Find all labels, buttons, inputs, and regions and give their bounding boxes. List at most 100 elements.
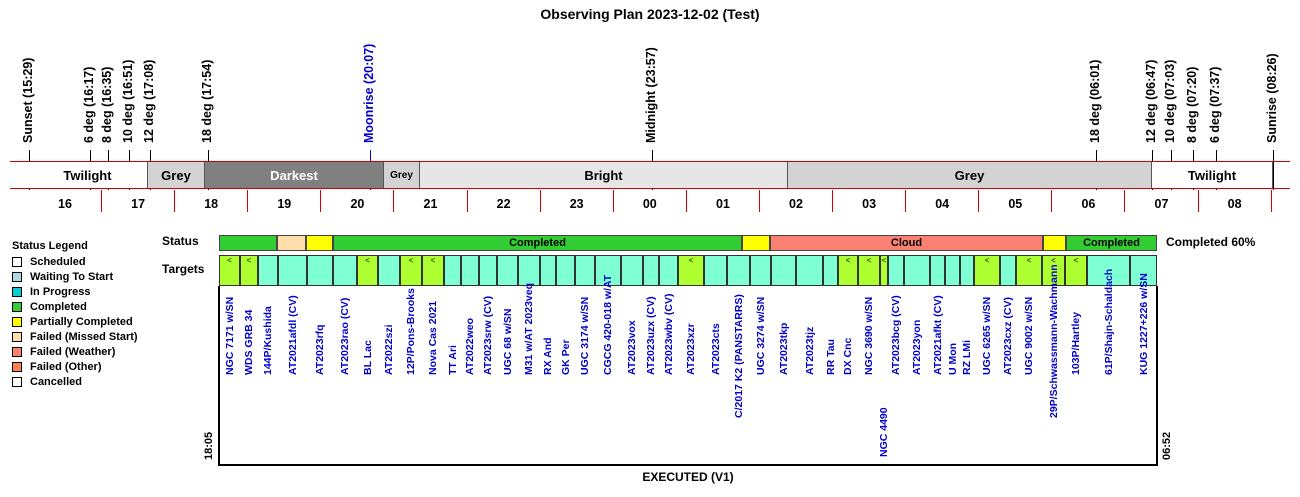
target-name[interactable]: AT2022szi <box>383 324 395 375</box>
target-name[interactable]: 103P/Hartley <box>1070 311 1082 375</box>
event-tick <box>1273 150 1274 190</box>
hour-label: 18 <box>204 197 219 211</box>
target-name[interactable]: CGCG 420-018 w/AT <box>602 274 614 375</box>
target-name[interactable]: RR Tau <box>824 339 837 375</box>
target-cell[interactable] <box>1087 255 1130 286</box>
status-segment <box>277 235 306 251</box>
target-name[interactable]: AT2022weo <box>464 318 476 375</box>
target-cell[interactable] <box>258 255 278 286</box>
target-cell[interactable] <box>823 255 838 286</box>
target-cell[interactable] <box>659 255 678 286</box>
target-name[interactable]: NGC 7171 w/SN <box>223 296 236 375</box>
target-cell[interactable] <box>333 255 357 286</box>
hour-tick <box>1124 190 1126 212</box>
hour-tick <box>978 190 980 212</box>
target-name[interactable]: AT2023cts <box>709 323 722 375</box>
target-cell[interactable] <box>518 255 540 286</box>
target-cell[interactable]: < <box>974 255 1000 286</box>
legend-label: Failed (Missed Start) <box>30 331 138 343</box>
target-name[interactable]: NGC 4490 <box>878 407 890 457</box>
target-cell[interactable] <box>497 255 518 286</box>
target-name[interactable]: UGC 3274 w/SN <box>754 296 767 375</box>
target-name[interactable]: UGC 68 w/SN <box>501 308 514 375</box>
target-cell[interactable] <box>575 255 595 286</box>
target-name[interactable]: 61P/Shajn-Schaldach <box>1102 268 1115 375</box>
target-name[interactable]: 144P/Kushida <box>262 306 274 375</box>
target-cell[interactable] <box>727 255 750 286</box>
target-name[interactable]: AT2023uzx (CV) <box>645 296 657 375</box>
target-name[interactable]: AT2023vox <box>626 320 638 375</box>
target-name[interactable]: KUG 1227+226 w/SN <box>1137 273 1150 375</box>
target-name[interactable]: AT2023yon <box>911 319 923 375</box>
target-name[interactable]: UGC 6265 w/SN <box>981 296 993 375</box>
target-cell[interactable]: < <box>838 255 858 286</box>
target-cell[interactable] <box>1130 255 1157 286</box>
target-cell[interactable] <box>750 255 771 286</box>
target-name[interactable]: AT2023srw (CV) <box>482 295 494 375</box>
target-cell[interactable]: < <box>1065 255 1087 286</box>
target-cell[interactable]: < <box>357 255 378 286</box>
target-name[interactable]: AT2023rfq <box>314 324 326 375</box>
target-cell[interactable]: < <box>1042 255 1065 286</box>
target-cell[interactable] <box>540 255 556 286</box>
target-name[interactable]: WDS GRB 34 <box>243 309 255 375</box>
target-cell[interactable] <box>378 255 400 286</box>
target-cell[interactable] <box>704 255 727 286</box>
hour-tick <box>832 190 833 212</box>
target-cell[interactable] <box>796 255 823 286</box>
target-cell[interactable]: < <box>400 255 422 286</box>
target-name[interactable]: NGC 3690 w/SN <box>863 296 875 375</box>
target-cell[interactable] <box>595 255 621 286</box>
target-name[interactable]: 12P/Pons-Brooks <box>405 288 417 375</box>
target-cell[interactable] <box>621 255 643 286</box>
target-cell[interactable] <box>479 255 497 286</box>
target-cell[interactable] <box>444 255 461 286</box>
target-name[interactable]: UGC 3174 w/SN <box>579 296 591 375</box>
legend-label: Failed (Other) <box>30 361 102 373</box>
target-name[interactable]: AT2023xzr <box>685 323 697 375</box>
target-name[interactable]: Nova Cas 2021 <box>427 300 439 375</box>
target-name[interactable]: RZ LMi <box>961 340 973 375</box>
target-cell[interactable]: < <box>219 255 240 286</box>
target-name[interactable]: AT2021afdl (CV) <box>286 295 299 375</box>
target-name[interactable]: U Mon <box>946 342 959 375</box>
target-name[interactable]: RX And <box>542 337 554 375</box>
target-cell[interactable]: < <box>240 255 258 286</box>
status-segment: Completed <box>333 235 742 251</box>
target-name[interactable]: C/2017 K2 (PANSTARRS) <box>732 294 745 418</box>
target-name[interactable]: TT Ari <box>446 345 459 375</box>
target-cell[interactable] <box>888 255 904 286</box>
target-cell[interactable] <box>930 255 945 286</box>
target-cell[interactable]: < <box>880 255 888 286</box>
target-name[interactable]: AT2021afkt (CV) <box>931 295 944 375</box>
hour-label: 22 <box>496 197 511 211</box>
target-name[interactable]: 29P/Schwassmann-Wachmann <box>1047 264 1060 418</box>
legend-title: Status Legend <box>12 240 88 252</box>
target-name[interactable]: UGC 9002 w/SN <box>1023 296 1035 375</box>
target-cell[interactable]: < <box>858 255 880 286</box>
target-name[interactable]: GK Per <box>559 339 572 375</box>
target-name[interactable]: AT2023rao (CV) <box>339 297 351 375</box>
target-name[interactable]: DX Cnc <box>842 337 854 375</box>
target-cell[interactable] <box>771 255 796 286</box>
target-cell[interactable] <box>1000 255 1016 286</box>
target-name[interactable]: AT2023tkp <box>777 322 790 375</box>
target-name[interactable]: AT2023cxz (CV) <box>1002 296 1014 375</box>
target-cell[interactable] <box>643 255 659 286</box>
target-name[interactable]: AT2023bcg (CV) <box>890 295 902 375</box>
target-cell[interactable] <box>945 255 960 286</box>
target-cell[interactable] <box>556 255 575 286</box>
target-cell[interactable] <box>278 255 307 286</box>
target-cell[interactable]: < <box>1016 255 1042 286</box>
target-name[interactable]: AT2023tjz <box>803 326 816 375</box>
target-name[interactable]: AT2023wbv (CV) <box>662 293 675 376</box>
target-cell[interactable] <box>307 255 333 286</box>
target-cell[interactable] <box>461 255 479 286</box>
hour-label: 01 <box>715 197 730 211</box>
target-cell[interactable]: < <box>422 255 444 286</box>
target-cell[interactable]: < <box>678 255 704 286</box>
target-cell[interactable] <box>960 255 974 286</box>
target-name[interactable]: M31 w/AT 2023veq <box>523 282 535 375</box>
target-cell[interactable] <box>904 255 930 286</box>
target-name[interactable]: BL Lac <box>361 340 374 375</box>
